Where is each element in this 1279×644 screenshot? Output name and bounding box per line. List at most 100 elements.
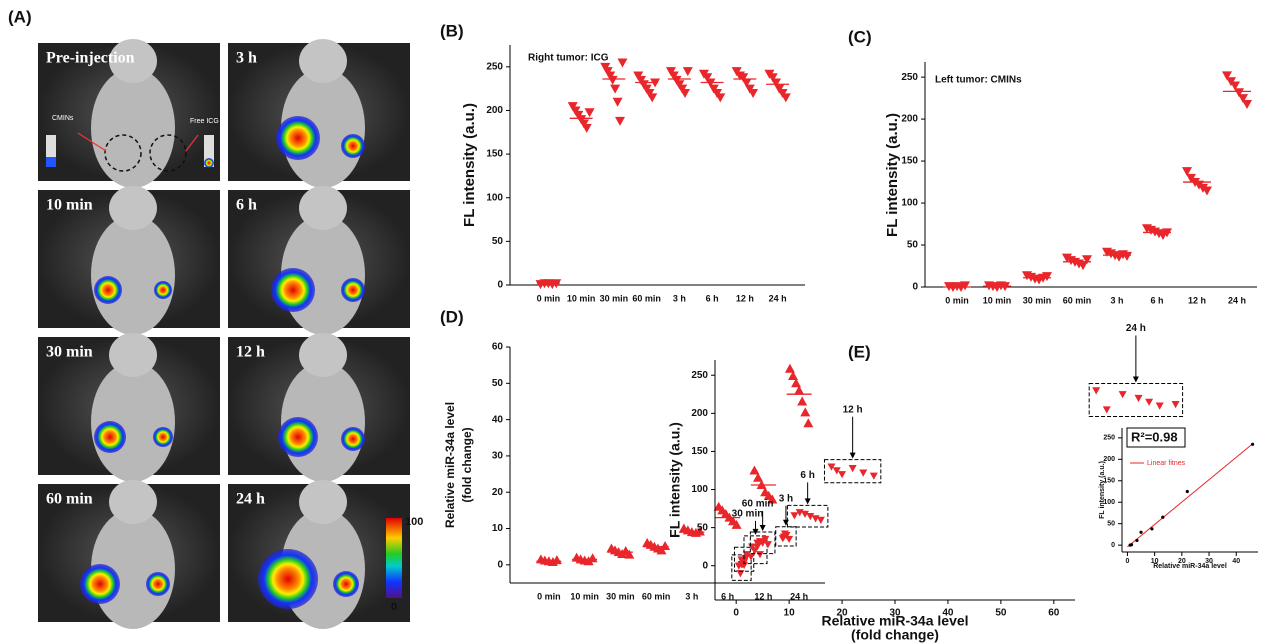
point (1150, 527, 1154, 531)
point (587, 553, 598, 563)
tube-signal (204, 158, 214, 168)
fluorescence-signal (341, 278, 365, 302)
point (647, 93, 658, 103)
point (1122, 251, 1132, 261)
mouse-image: 6 h (228, 186, 410, 335)
point (859, 469, 868, 477)
y-tick-label: 50 (492, 378, 504, 389)
point (806, 512, 815, 521)
point (679, 89, 690, 98)
fluorescence-signal (80, 564, 120, 604)
x-tick-label: 6 h (721, 591, 734, 601)
mouse-image: Pre-injection (38, 39, 220, 188)
x-axis-label: Relative miR-34a level (821, 613, 968, 629)
point (790, 512, 799, 520)
tile-label: 24 h (236, 491, 265, 508)
point (780, 93, 791, 103)
fluorescence-signal (333, 571, 359, 597)
y-tick-label: 200 (1103, 456, 1115, 463)
y-tick-label: 150 (901, 156, 918, 167)
x-axis-label: Relative miR-34a level (1153, 563, 1227, 570)
group-box (786, 504, 829, 528)
colorbar-label: 100 (405, 516, 423, 528)
y-tick-label: 100 (486, 192, 503, 203)
fluorescence-signal (271, 268, 315, 312)
point (1078, 261, 1088, 271)
y-tick-label: 10 (492, 523, 504, 534)
group-label: 24 h (1126, 323, 1146, 334)
tumor-outline (149, 134, 187, 172)
point (551, 555, 562, 565)
tile-label: 6 h (236, 197, 257, 214)
tube (46, 135, 56, 167)
panel-label: (A) (8, 7, 32, 26)
x-tick-label: 12 h (736, 293, 754, 303)
point (761, 535, 770, 544)
point (1234, 88, 1244, 98)
x-tick-label: 60 min (1063, 295, 1092, 305)
y-tick-label: 100 (691, 484, 708, 495)
tile-label: 12 h (236, 344, 265, 361)
y-axis-label: Relative miR-34a level (443, 402, 457, 528)
point (1102, 406, 1111, 414)
y-axis-label: FL intensity (a.u.) (1099, 461, 1106, 519)
arrow-head (804, 498, 811, 505)
point (1118, 391, 1127, 399)
x-tick-label: 30 (889, 608, 901, 619)
group-box (1088, 382, 1184, 418)
y-tick-label: 150 (1103, 478, 1115, 485)
x-tick-label: 6 h (1150, 295, 1163, 305)
y-tick-label: 40 (492, 414, 504, 425)
panel-label: (E) (848, 342, 871, 361)
mouse-head (109, 39, 157, 83)
arrow-head (759, 525, 766, 532)
point (748, 89, 759, 98)
tube-label: Free ICG (190, 118, 219, 125)
tile-label: Pre-injection (46, 50, 135, 67)
colorbar-label: 0 (391, 601, 397, 613)
x-tick-label: 3 h (673, 293, 686, 303)
point (1155, 402, 1164, 410)
x-tick-label: 40 (942, 608, 954, 619)
y-axis-label: FL intensity (a.u.) (667, 422, 683, 538)
point (801, 510, 809, 518)
y-tick-label: 250 (901, 72, 918, 83)
point (1250, 442, 1255, 446)
point (1161, 515, 1165, 519)
fluorescence-signal (278, 417, 318, 457)
x-tick-label: 10 (1151, 558, 1159, 565)
point (794, 385, 805, 395)
y-tick-label: 200 (486, 105, 503, 116)
point (1242, 99, 1252, 109)
x-tick-label: 40 (1232, 558, 1240, 565)
x-tick-label: 60 min (632, 293, 661, 303)
x-tick-label: 0 min (945, 295, 969, 305)
point (731, 519, 742, 529)
point (1185, 489, 1189, 494)
x-tick-label: 0 min (537, 591, 561, 601)
point (832, 467, 841, 475)
mouse-head (109, 480, 157, 524)
point (737, 556, 746, 564)
x-tick-label: 10 min (567, 293, 596, 303)
x-axis-label: (fold change) (851, 627, 939, 643)
group-label: 30 min (732, 508, 764, 519)
mouse-image: 12 h (228, 333, 410, 482)
group-label: 12 h (843, 404, 863, 415)
panel-label: (D) (440, 307, 464, 326)
point (1134, 394, 1143, 403)
mouse-body (91, 215, 175, 335)
y-tick-label: 150 (486, 149, 503, 160)
annotation: R²=0.98 (1131, 429, 1178, 444)
point (749, 465, 760, 475)
point (607, 75, 618, 85)
y-axis-label: (fold change) (460, 427, 474, 502)
point (753, 472, 764, 482)
point (753, 543, 762, 551)
y-tick-label: 0 (1111, 542, 1115, 549)
point (1129, 543, 1134, 547)
x-tick-label: 12 h (754, 591, 772, 601)
y-tick-label: 50 (697, 522, 709, 533)
y-axis-label: FL intensity (a.u.) (461, 103, 478, 227)
mouse-head (299, 480, 347, 524)
